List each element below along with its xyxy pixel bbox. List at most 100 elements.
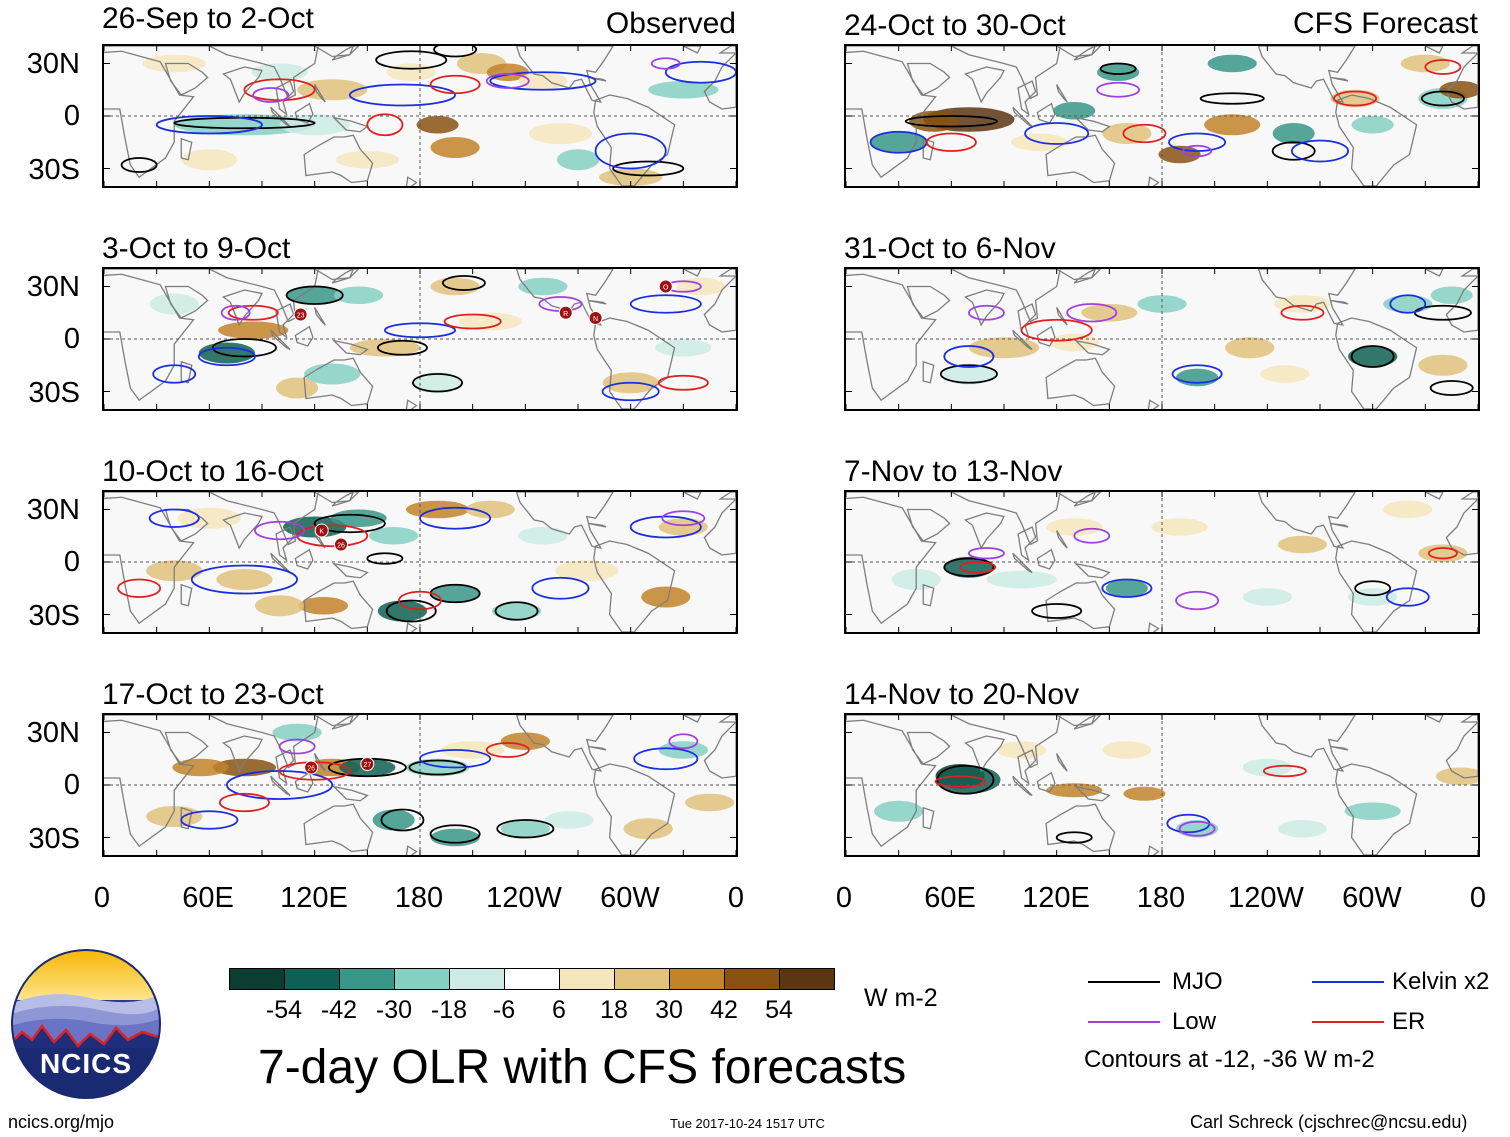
land-cuba [1330,522,1349,528]
land-newguinea [1073,116,1111,133]
land-samerica [1335,763,1418,855]
land-philippines [314,753,326,772]
land-japan [331,46,354,61]
land-africa [104,50,195,179]
land-cuba [1330,299,1349,305]
land-greenland_stub [1425,492,1444,500]
land-europe_w [718,492,736,500]
land-namerica [515,46,614,103]
olr-anomaly-4 [430,137,480,158]
olr-map-4: 26 27 [104,715,736,855]
olr-anomaly-12 [149,293,199,315]
land-cuba [588,299,607,305]
land-cuba [588,522,607,528]
land-seasia [275,303,295,339]
wave-contours [943,527,1458,619]
olr-anomaly-13 [146,806,203,827]
mjo-contour-2 [385,599,437,623]
er-contour-12 [227,304,279,321]
lat-label-eq-2: 0 [63,323,80,355]
olr-anomaly-11 [1383,500,1433,519]
colorbar-label-8: 30 [655,996,683,1024]
olr-anomaly-16 [272,723,322,742]
olr-anomaly-9 [500,732,550,750]
olr-anomaly-11 [623,818,673,840]
ncics-logo[interactable]: NCICS [10,948,162,1100]
er-contour-13 [1424,59,1462,75]
land-newzealand [1147,399,1160,409]
kelvin-contour-7 [348,83,457,107]
land-samerica [1335,317,1418,409]
kelvin-contour-9 [180,810,239,830]
olr-map-8 [846,715,1478,855]
olr-anomaly-9 [599,168,663,186]
lat-label-30s-2: 30S [28,377,80,409]
land-newzealand [405,399,418,409]
lon-label-180-left: 180 [394,882,444,914]
colorbar-swatch-5 [449,968,505,990]
olr-anomaly-15 [181,149,238,171]
olr-map-6 [846,269,1478,409]
land-madagascar [180,137,193,161]
land-africa_w2 [703,52,736,110]
colorbar-swatch-3 [339,968,395,990]
land-japan [331,269,354,284]
land-japan [331,715,354,730]
land-namerica [515,269,614,326]
panel-title-6: 31-Oct to 6-Nov [844,232,1056,265]
land-borneo [294,771,314,793]
er-contour-9 [1280,304,1325,321]
colorbar-swatch-10 [724,968,780,990]
olr-anomaly-9 [1081,304,1138,322]
land-europe_w [1460,492,1478,500]
panel-title-1: 26-Sep to 2-Oct [102,2,314,35]
land-africa_w2 [703,721,736,779]
land-sumatra [1012,552,1033,574]
map-panel-2: 23 R N O [102,267,738,411]
land-seasia [275,80,295,116]
colorbar-label-6: 6 [552,996,566,1024]
footer-url[interactable]: ncics.org/mjo [8,1112,115,1132]
contours-note: Contours at -12, -36 W m-2 [1084,1046,1375,1073]
storm-label: 27 [363,762,371,769]
olr-anomaly-17 [518,72,568,90]
land-samerica [1335,94,1418,186]
mjo-contour-1 [375,50,448,70]
low-contour-13 [278,738,316,755]
panel-tag-observed: Observed [605,7,736,40]
land-australia [303,357,374,407]
olr-anomaly-17 [518,527,568,545]
kelvin-contour-6 [197,346,256,367]
land-newguinea [1073,785,1111,802]
er-contour-13 [657,374,709,391]
land-newzealand [405,622,418,632]
kelvin-contour-7 [419,506,492,530]
olr-anomaly-14 [441,741,505,759]
er-contour-12 [398,590,442,611]
olr-anomaly-8 [1225,337,1275,359]
legend-er-line [1312,1021,1384,1023]
land-arabia [906,62,951,96]
mjo-contour-3 [1354,580,1392,597]
mjo-contour-2 [939,364,998,384]
land-arabia [906,508,951,542]
land-eurasia [846,715,1102,769]
olr-anomaly-15 [1102,123,1152,144]
storm-label: K [319,529,324,536]
mjo-contour-5 [441,275,486,291]
olr-anomaly-2 [286,286,343,304]
land-europe_w [1460,46,1478,54]
map-panel-1 [102,44,738,188]
er-contour-8 [1020,318,1093,342]
er-contour-11 [218,792,270,813]
footer-credit: Carl Schreck (cjschrec@ncsu.edu) [1190,1112,1468,1132]
axis-ticks [104,46,736,186]
kelvin-contour-9 [594,132,667,170]
axis-ticks [104,715,736,855]
olr-anomaly-5 [1176,820,1219,838]
lon-label-120e-right: 120E [1022,882,1090,914]
land-greenland_stub [683,46,702,54]
olr-anomaly-6 [491,602,542,620]
lon-label-0-left: 0 [93,882,111,914]
olr-anomaly-3 [369,527,419,545]
